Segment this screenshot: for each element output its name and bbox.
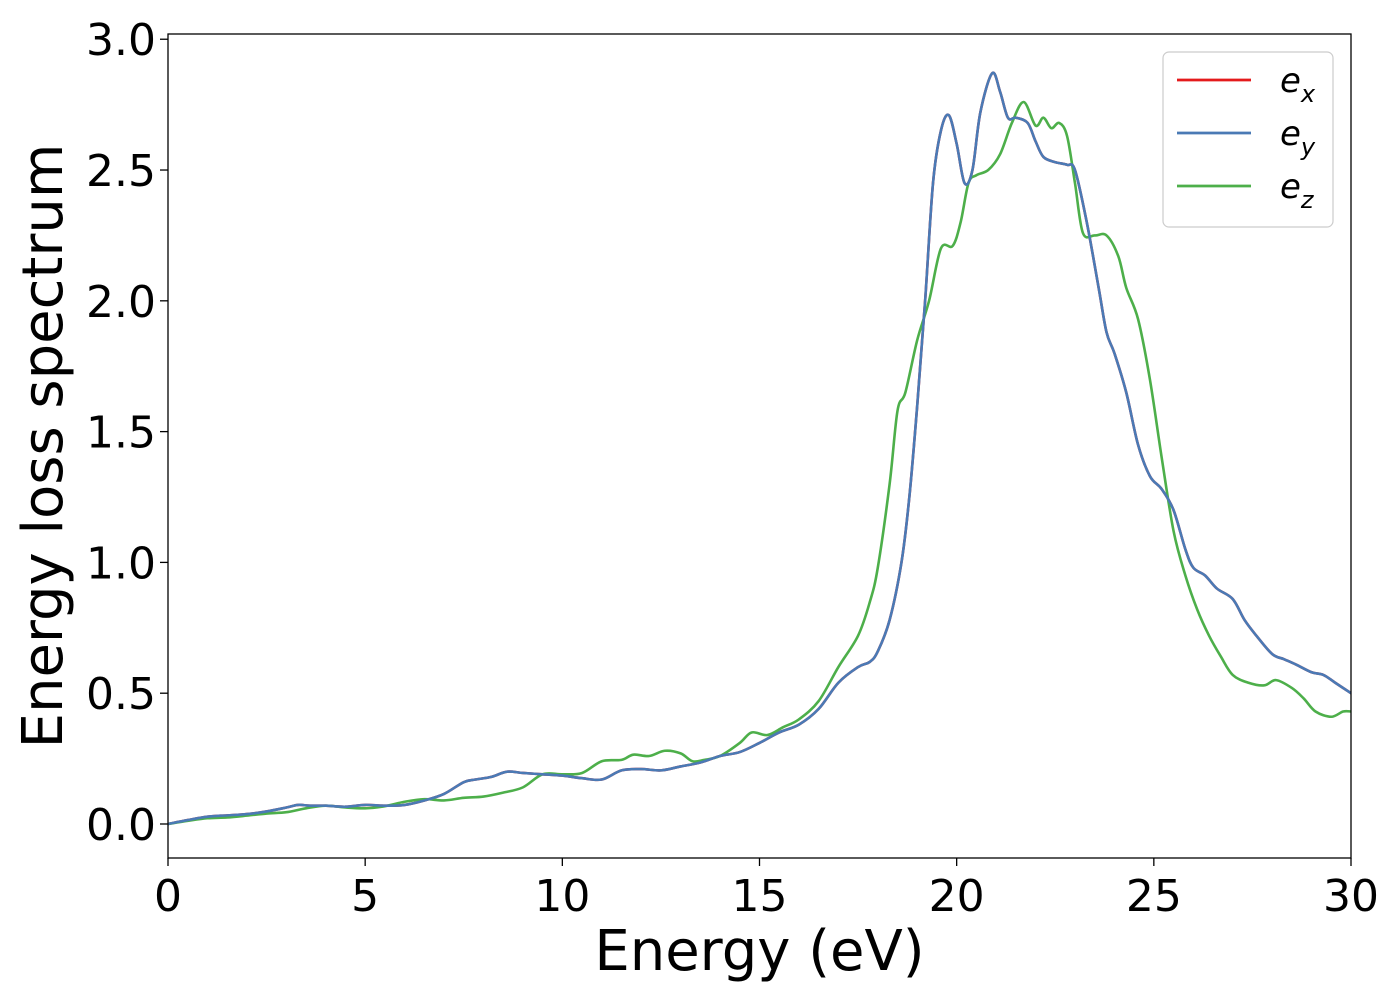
- y-tick-label: 2.0: [86, 277, 156, 328]
- y-tick-label: 0.0: [86, 800, 156, 851]
- y-axis-title: Energy loss spectrum: [11, 144, 76, 749]
- x-tick-label: 20: [929, 871, 985, 922]
- x-tick-label: 25: [1126, 871, 1182, 922]
- y-tick-label: 1.0: [86, 538, 156, 589]
- y-tick-label: 1.5: [86, 408, 156, 459]
- legend-frame: [1162, 51, 1334, 228]
- x-tick-label: 10: [534, 871, 590, 922]
- legend: ex ey ez: [1162, 51, 1334, 228]
- legend-label-e-z: ez: [1280, 167, 1315, 214]
- y-tick-label: 2.5: [86, 146, 156, 197]
- x-axis: 0 5 10 15 20 25 30: [154, 858, 1379, 922]
- series-layer: [168, 71, 1351, 826]
- x-tick-label: 0: [154, 871, 182, 922]
- x-tick-label: 5: [351, 871, 379, 922]
- x-tick-label: 30: [1323, 871, 1379, 922]
- x-axis-title: Energy (eV): [594, 919, 924, 984]
- legend-label-e-x: ex: [1280, 61, 1316, 108]
- legend-label-e-y: ey: [1280, 114, 1316, 161]
- x-tick-label: 15: [732, 871, 788, 922]
- y-axis: 0.0 0.5 1.0 1.5 2.0 2.5 3.0: [86, 15, 168, 851]
- y-tick-label: 3.0: [86, 15, 156, 66]
- series-line-e-z: [168, 100, 1351, 826]
- series-line-e-y: [168, 71, 1351, 826]
- y-tick-label: 0.5: [86, 669, 156, 720]
